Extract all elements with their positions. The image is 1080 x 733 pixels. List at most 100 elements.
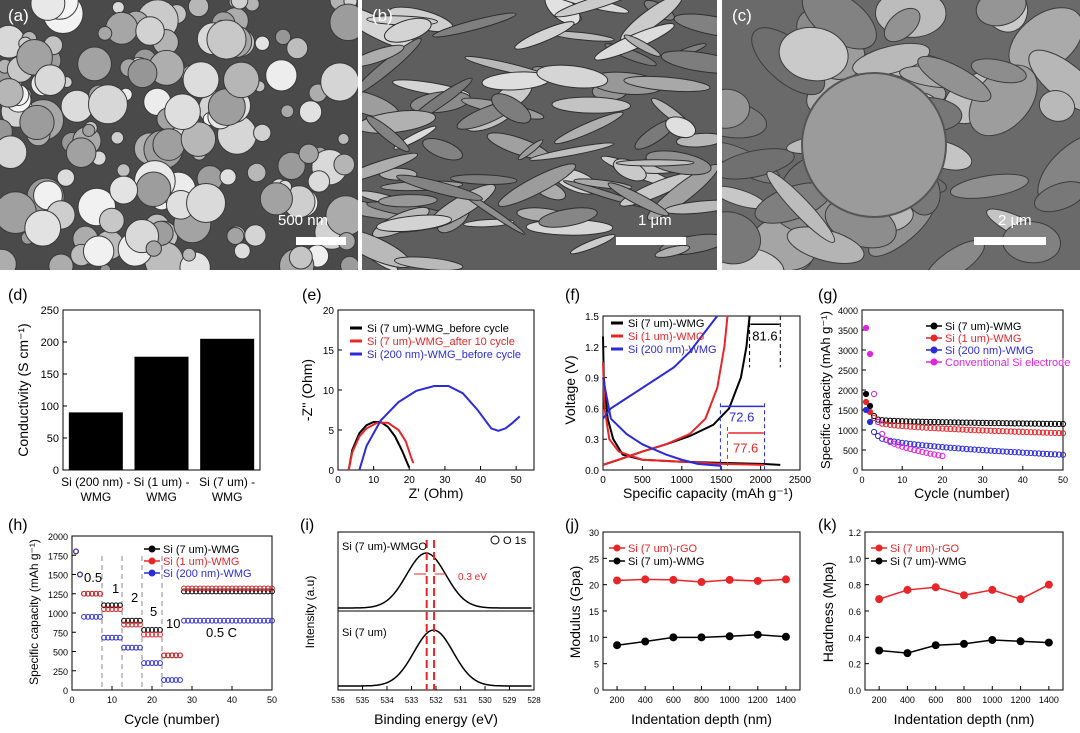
particle	[280, 104, 295, 119]
flake	[615, 159, 695, 167]
data-point	[117, 602, 123, 609]
data-point	[903, 444, 910, 452]
legend-marker	[148, 557, 156, 565]
y-axis-label: Modulus (Gpa)	[567, 566, 583, 659]
particle	[0, 135, 28, 170]
data-point	[1019, 420, 1026, 427]
data-point	[93, 613, 99, 620]
data-point	[995, 448, 1002, 455]
data-point	[991, 427, 998, 434]
data-point	[193, 588, 199, 595]
data-point	[1059, 420, 1067, 428]
x-axis-label: Indentation depth (nm)	[631, 711, 772, 727]
x-tick-label: 40	[1018, 475, 1028, 485]
particle	[246, 162, 267, 183]
spectrum-label: Si (7 um)-WMGO	[342, 541, 427, 553]
data-point	[209, 617, 215, 624]
x-tick-label: 1000	[671, 475, 694, 486]
data-point	[995, 420, 1002, 427]
data-point	[149, 631, 155, 638]
data-point	[1043, 429, 1051, 436]
particle	[30, 0, 66, 21]
rate-label: 0.5	[84, 570, 102, 585]
data-point	[883, 421, 890, 428]
y-tick-label: 15	[323, 346, 335, 357]
particle	[110, 131, 125, 145]
data-point	[697, 578, 706, 587]
data-point	[229, 585, 235, 592]
legend-marker	[930, 346, 938, 354]
particle	[230, 0, 249, 10]
y-tick-label: 0.8	[848, 581, 861, 591]
data-point	[983, 447, 990, 454]
particle	[65, 137, 97, 168]
legend-label: Si (1 um)-WMG	[945, 333, 1021, 345]
data-point	[89, 590, 95, 597]
x-tick-label: 534	[380, 696, 394, 705]
y-tick-label: 20	[589, 581, 599, 591]
data-point	[1047, 429, 1055, 436]
particle	[127, 58, 158, 89]
legend-label: Si (7 um)-WMG_before cycle	[367, 323, 509, 335]
x-tick-label: 50	[267, 695, 277, 705]
flake	[449, 174, 518, 185]
data-point	[919, 442, 926, 449]
data-point	[923, 418, 930, 425]
data-point	[121, 617, 127, 624]
x-axis-label: Binding energy (eV)	[374, 711, 498, 727]
scale-bar-a	[296, 237, 346, 245]
charge-curve	[602, 315, 719, 420]
particle	[219, 168, 237, 186]
legend-marker	[613, 544, 621, 552]
data-point	[911, 446, 918, 454]
data-point	[1031, 420, 1038, 427]
data-point	[963, 426, 970, 433]
x-tick-label: 50	[1058, 475, 1068, 485]
data-point	[874, 418, 882, 426]
data-point	[919, 418, 926, 425]
data-point	[249, 588, 255, 595]
y-axis-label: Specific capacity (mAh g⁻¹)	[818, 311, 833, 469]
flake	[383, 17, 432, 43]
data-point	[225, 617, 231, 624]
data-point	[185, 585, 191, 592]
data-point	[117, 634, 123, 641]
data-point	[939, 425, 946, 432]
data-point	[951, 426, 958, 433]
data-point	[233, 617, 239, 624]
legend-label: Si (7 um)-WMG	[890, 556, 966, 568]
data-point	[1007, 428, 1014, 435]
y-tick-label: 1250	[48, 590, 68, 600]
sem-texture-c	[722, 0, 1080, 270]
data-point	[265, 588, 271, 595]
y-tick-label: 1500	[838, 406, 858, 416]
legend-label: Conventional Si electrode	[945, 357, 1070, 369]
data-point	[133, 621, 139, 628]
data-point	[101, 606, 107, 613]
data-point	[125, 617, 131, 624]
x-axis-label: Cycle (number)	[124, 711, 220, 727]
data-point	[113, 606, 119, 613]
data-point	[999, 428, 1006, 435]
data-point	[753, 576, 762, 585]
data-point	[895, 439, 902, 446]
particle	[298, 143, 319, 164]
data-point	[971, 419, 978, 426]
data-point	[781, 632, 790, 641]
data-point	[899, 422, 906, 430]
data-point	[129, 617, 135, 624]
data-point	[121, 644, 127, 651]
data-point	[1011, 428, 1018, 435]
x-tick-label: 800	[956, 695, 971, 705]
y-tick-label: 3000	[838, 346, 858, 356]
data-point	[201, 588, 207, 595]
data-point	[169, 652, 175, 659]
data-point	[1011, 449, 1018, 456]
flake	[422, 137, 464, 161]
data-point	[915, 441, 922, 448]
annotation-label: 81.6	[752, 329, 777, 344]
data-point	[109, 606, 115, 613]
scale-label-a: 500 nm	[278, 212, 329, 229]
data-point	[862, 406, 870, 414]
y-tick-label: 0.0	[585, 466, 599, 477]
